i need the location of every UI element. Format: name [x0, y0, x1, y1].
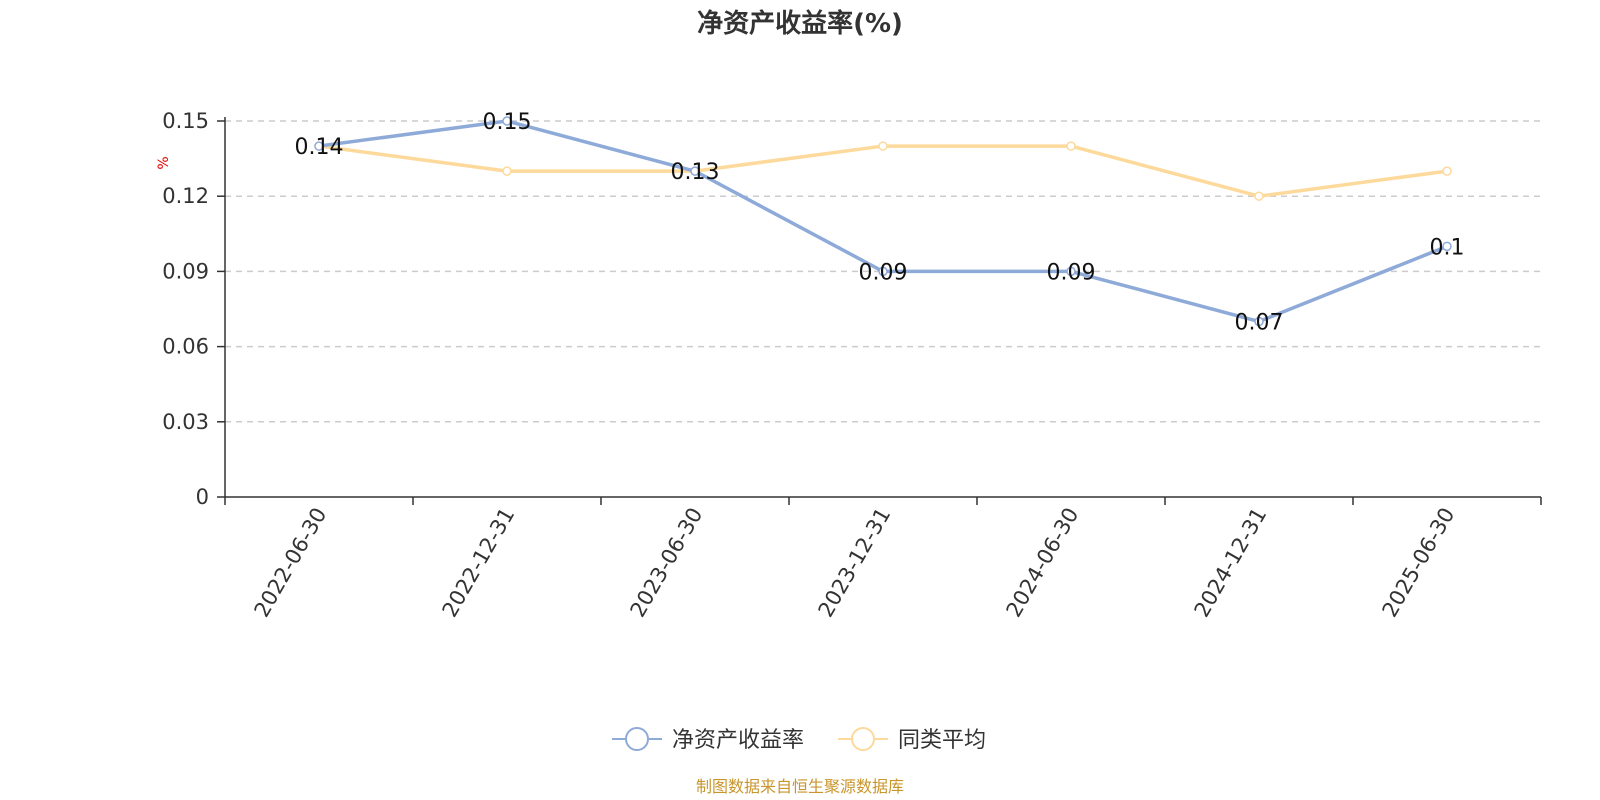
x-tick-label: 2024-06-30 — [1002, 504, 1084, 622]
data-point[interactable] — [314, 141, 324, 151]
legend[interactable]: 净资产收益率 同类平均 — [612, 727, 986, 753]
legend-marker-icon — [625, 727, 649, 751]
y-tick-label: 0.15 — [162, 109, 209, 133]
data-point[interactable] — [1442, 241, 1452, 252]
y-tick-label: 0 — [196, 485, 209, 509]
data-label: 0.13 — [671, 160, 720, 185]
data-label: 0.09 — [1047, 260, 1096, 285]
data-point[interactable] — [502, 116, 512, 126]
series-lines — [314, 116, 1452, 327]
y-tick-label: 0.12 — [162, 184, 209, 208]
legend-label: 净资产收益率 — [672, 728, 804, 753]
data-point[interactable] — [1066, 141, 1076, 151]
series-line-0 — [318, 119, 1448, 324]
x-tick-label: 2022-12-31 — [438, 504, 520, 622]
x-tick-label: 2025-06-30 — [1378, 504, 1460, 622]
x-tick-label: 2023-12-31 — [814, 504, 896, 622]
source-note: 制图数据来自恒生聚源数据库 — [696, 777, 904, 796]
data-point[interactable] — [690, 166, 700, 176]
data-label: 0.1 — [1430, 235, 1465, 260]
x-tick-label: 2024-12-31 — [1190, 504, 1272, 622]
data-point[interactable] — [1442, 166, 1452, 176]
data-label: 0.14 — [295, 135, 344, 160]
y-axis-unit-label: % — [156, 156, 172, 169]
data-point[interactable] — [878, 141, 888, 151]
data-label: 0.07 — [1235, 311, 1284, 336]
data-point[interactable] — [1066, 266, 1076, 277]
x-tick-label: 2022-06-30 — [250, 504, 332, 622]
data-point[interactable] — [1254, 191, 1264, 201]
data-point[interactable] — [1254, 316, 1264, 327]
x-tick-label: 2023-06-30 — [626, 504, 708, 622]
legend-item-0[interactable]: 净资产收益率 — [612, 727, 804, 753]
y-tick-label: 0.06 — [162, 335, 209, 359]
data-point[interactable] — [878, 266, 888, 277]
data-point[interactable] — [502, 166, 512, 176]
legend-marker-icon — [851, 727, 875, 751]
chart-title: 净资产收益率(%) — [697, 8, 903, 39]
y-tick-label: 0.09 — [162, 259, 209, 283]
legend-label: 同类平均 — [898, 728, 986, 753]
series-line-1 — [318, 144, 1448, 198]
data-label: 0.09 — [859, 260, 908, 285]
data-label: 0.15 — [483, 110, 532, 135]
legend-item-1[interactable]: 同类平均 — [838, 727, 986, 753]
y-tick-label: 0.03 — [162, 410, 209, 434]
data-labels: 0.14 0.15 0.13 0.09 0.09 0.07 0.1 — [295, 110, 1465, 336]
